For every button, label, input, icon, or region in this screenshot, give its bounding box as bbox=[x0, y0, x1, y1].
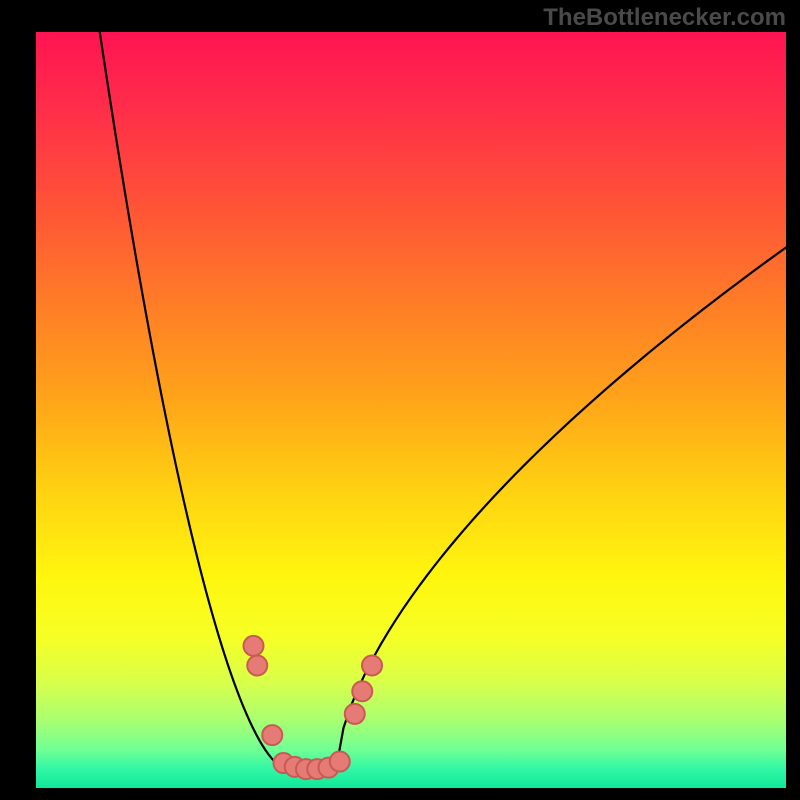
chart-container: TheBottlenecker.com bbox=[0, 0, 800, 800]
data-marker bbox=[244, 636, 264, 656]
plot-svg bbox=[36, 32, 786, 788]
gradient-background bbox=[36, 32, 786, 788]
data-marker bbox=[362, 656, 382, 676]
watermark-text: TheBottlenecker.com bbox=[543, 4, 786, 32]
data-marker bbox=[330, 752, 350, 772]
data-marker bbox=[352, 681, 372, 701]
data-marker bbox=[345, 704, 365, 724]
plot-area bbox=[36, 32, 786, 788]
data-marker bbox=[247, 656, 267, 676]
data-marker bbox=[262, 725, 282, 745]
